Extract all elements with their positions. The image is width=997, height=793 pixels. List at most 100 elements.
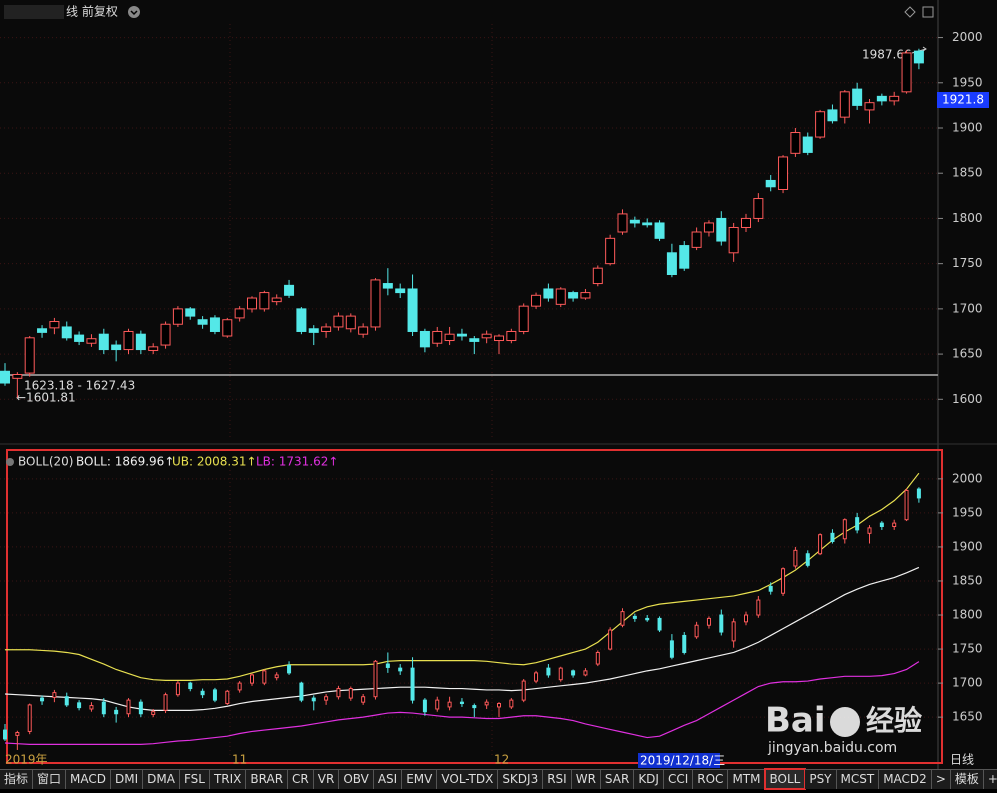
y-tick-label: 1650	[952, 347, 983, 361]
toolbar-tab[interactable]: RSI	[543, 769, 572, 789]
toolbar-tab[interactable]: BOLL	[764, 768, 807, 790]
candle-body	[200, 690, 205, 696]
candle-body	[830, 532, 835, 542]
toolbar-tab[interactable]: CCI	[663, 769, 694, 789]
candle-body	[642, 222, 653, 226]
toolbar-tab[interactable]: MTM	[728, 769, 766, 789]
range-label: 1623.18 - 1627.43	[24, 379, 135, 393]
candle-body	[518, 305, 529, 332]
candle-body	[382, 283, 393, 289]
toolbar-tab[interactable]: +	[983, 769, 997, 789]
y-tick-label: 1800	[952, 608, 983, 622]
watermark-brand: Bai	[765, 701, 826, 741]
toolbar-tab[interactable]: KDJ	[634, 769, 664, 789]
candle-body	[370, 279, 381, 328]
band-line	[4, 566, 920, 711]
candle-body	[876, 95, 887, 102]
candle-body	[583, 670, 588, 676]
candle-body	[336, 688, 341, 698]
candle-body	[324, 696, 329, 701]
toolbar-tab[interactable]: 窗口	[33, 769, 67, 789]
toolbar-tab[interactable]: BRAR	[246, 769, 289, 789]
candle-body	[756, 599, 761, 616]
candle-body	[506, 330, 517, 342]
candle-body	[419, 330, 430, 348]
candle-body	[74, 334, 85, 342]
toolbar-tab[interactable]: 指标	[0, 769, 34, 789]
toolbar-tab[interactable]: EMV	[402, 769, 438, 789]
candle-body	[913, 50, 924, 64]
candle-body	[262, 670, 267, 684]
toolbar-tab[interactable]: VR	[313, 769, 340, 789]
candle-body	[580, 292, 591, 299]
y-tick-label: 1900	[952, 539, 983, 553]
diamond-icon[interactable]	[904, 6, 916, 18]
band-line	[5, 472, 920, 681]
candle-body	[839, 91, 850, 118]
toolbar-tab[interactable]: ASI	[373, 769, 403, 789]
candle-body	[247, 297, 257, 310]
candle-body	[37, 328, 48, 333]
candle-body	[212, 689, 217, 701]
trading-chart: 线 前复权 1987.66 1921.8 1623.18 - 1627.43 ←…	[0, 0, 997, 769]
toolbar-tab[interactable]: CR	[288, 769, 314, 789]
toolbar-tab[interactable]: >	[931, 769, 951, 789]
y-tick-label: 2000	[952, 30, 983, 44]
candle-body	[472, 705, 477, 709]
candle-body	[0, 370, 10, 384]
candle-body	[864, 102, 875, 111]
candle-body	[311, 697, 316, 702]
candle-body	[753, 198, 764, 219]
toolbar-tab[interactable]: MCST	[836, 769, 880, 789]
toolbar-tab[interactable]: MACD2	[879, 769, 932, 789]
toolbar-tab[interactable]: PSY	[805, 769, 837, 789]
candle-body	[654, 222, 665, 239]
candle-body	[842, 519, 847, 540]
candle-body	[731, 621, 736, 642]
candle-body	[666, 252, 677, 276]
y-tick-label: 1600	[952, 392, 983, 406]
candle-body	[321, 326, 332, 332]
toolbar-tab[interactable]: OBV	[339, 769, 374, 789]
indicator-toolbar: 指标 窗口 MACD DMI DMA FSL TRIX BRAR CR VR OBV ASI EMV VO…	[0, 768, 997, 790]
watermark: Bai 经验 jingyan.baidu.com	[765, 701, 922, 757]
toolbar-tab[interactable]: DMA	[143, 769, 180, 789]
period-label: 日线	[950, 753, 974, 767]
candle-body	[521, 680, 526, 701]
y-tick-label: 1700	[952, 676, 983, 690]
window-icon[interactable]	[922, 6, 934, 18]
toolbar-tab[interactable]: VOL-TDX	[437, 769, 499, 789]
candle-body	[632, 615, 637, 619]
candle-body	[916, 488, 921, 499]
toolbar-tab[interactable]: DMI	[111, 769, 144, 789]
toolbar-tab[interactable]: TRIX	[209, 769, 247, 789]
candle-body	[805, 553, 810, 566]
panel-icon[interactable]	[6, 458, 14, 466]
toolbar-tab[interactable]: FSL	[179, 769, 210, 789]
candle-body	[395, 288, 406, 294]
candle-body	[410, 667, 415, 701]
candle-body	[543, 288, 554, 299]
y-tick-label: 2000	[952, 471, 983, 485]
cursor-date: 2019/12/18/三	[640, 754, 725, 768]
toolbar-tab[interactable]: SAR	[600, 769, 635, 789]
candle-body	[27, 704, 32, 732]
candle-body	[459, 701, 464, 705]
toolbar-tab[interactable]: ROC	[693, 769, 729, 789]
candle-body	[546, 667, 551, 676]
candle-body	[358, 326, 369, 335]
toolbar-tab[interactable]: WR	[571, 769, 601, 789]
candle-body	[744, 614, 748, 623]
candle-body	[669, 640, 674, 658]
candle-body	[138, 701, 143, 715]
candle-body	[867, 527, 872, 534]
y-tick-label: 1800	[952, 211, 983, 225]
candle-body	[160, 323, 171, 346]
candle-body	[296, 308, 307, 332]
toolbar-tab[interactable]: 模板	[950, 769, 984, 789]
candle-body	[61, 326, 72, 339]
toolbar-tab[interactable]: MACD	[66, 769, 112, 789]
candle-body	[679, 245, 690, 269]
dropdown-icon[interactable]	[128, 6, 140, 18]
toolbar-tab[interactable]: SKDJ3	[498, 769, 544, 789]
